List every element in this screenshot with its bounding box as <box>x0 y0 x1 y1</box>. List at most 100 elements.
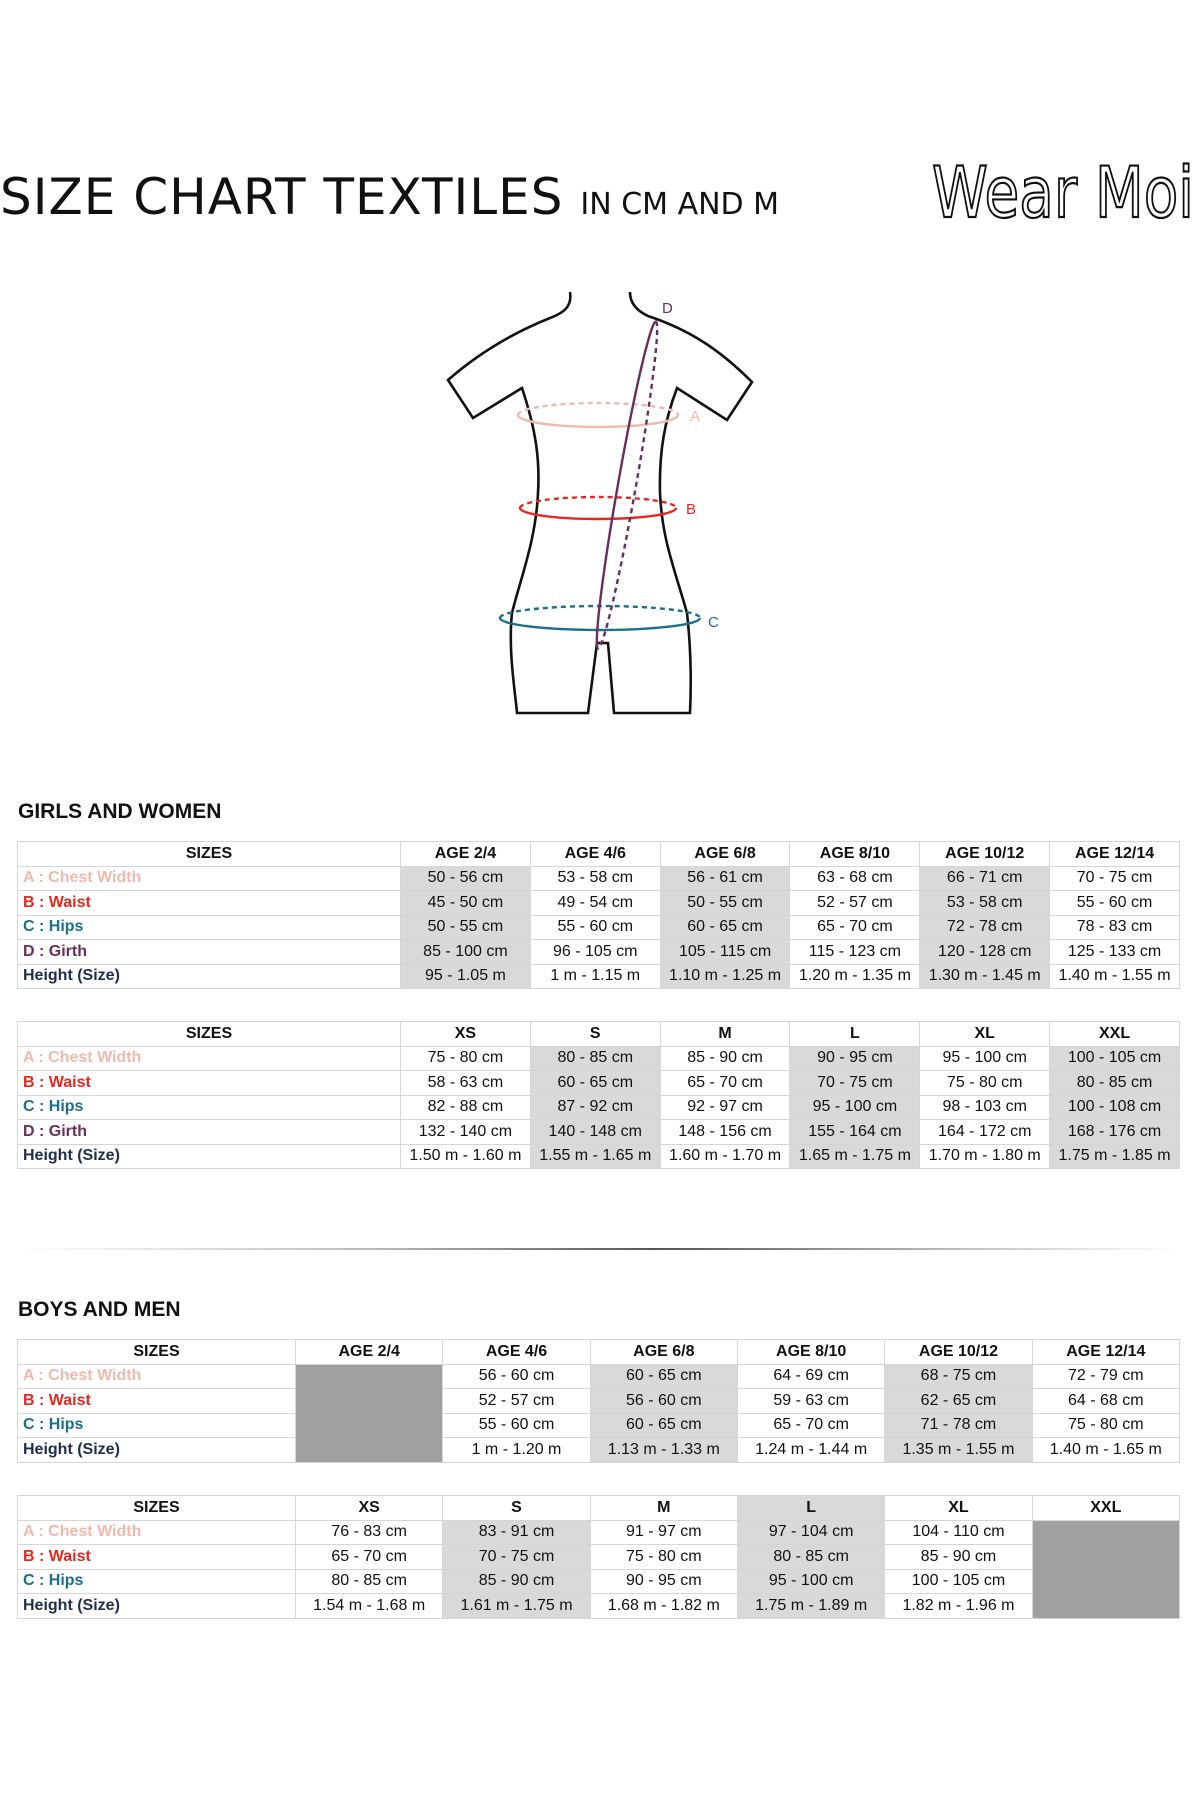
measurement-cell: 72 - 78 cm <box>919 914 1051 940</box>
table-row-girth: D : Girth 85 - 100 cm 96 - 105 cm 105 - 115… <box>17 939 1180 965</box>
table-row-height: Height (Size) 1 m - 1.20 m 1.13 m - 1.33 m… <box>17 1437 1180 1463</box>
boys-age-size-table: SIZES AGE 2/4 AGE 4/6 AGE 6/8 AGE 8/10 AGE 10… <box>17 1339 1180 1463</box>
measurement-cell: 65 - 70 cm <box>294 1544 444 1570</box>
column-header: SIZES <box>17 1495 296 1521</box>
header-row: SIZES AGE 2/4 AGE 4/6 AGE 6/8 AGE 8/10 AGE 10… <box>17 841 1180 867</box>
table-row-waist: B : Waist 45 - 50 cm 49 - 54 cm 50 - 55 cm 5… <box>17 890 1180 916</box>
measurement-cell: 96 - 105 cm <box>529 939 661 965</box>
section-heading-boys-men: BOYS AND MEN <box>18 1298 181 1321</box>
measurement-cell: 80 - 85 cm <box>529 1045 661 1071</box>
measurement-cell: 1.75 m - 1.85 m <box>1049 1143 1180 1169</box>
row-label: A : Chest Width <box>17 1363 296 1389</box>
measurement-cell: 1 m - 1.20 m <box>442 1437 591 1463</box>
measurement-cell: 49 - 54 cm <box>529 890 661 916</box>
measurement-cell: 1.82 m - 1.96 m <box>884 1593 1033 1619</box>
measurement-cell: 1.50 m - 1.60 m <box>400 1143 531 1169</box>
measurement-cell: 85 - 90 cm <box>442 1568 591 1594</box>
measurement-cell: 62 - 65 cm <box>884 1388 1033 1414</box>
measurement-cell: 100 - 108 cm <box>1049 1094 1180 1120</box>
measurement-cell: 68 - 75 cm <box>884 1363 1033 1389</box>
table-row-hips: C : Hips 50 - 55 cm 55 - 60 cm 60 - 65 cm 65… <box>17 914 1180 940</box>
table-row-girth: D : Girth 132 - 140 cm 140 - 148 cm 148 - 1… <box>17 1119 1180 1145</box>
measurement-cell: 1.75 m - 1.89 m <box>736 1593 886 1619</box>
measurement-cell: 85 - 90 cm <box>659 1045 791 1071</box>
row-label: C : Hips <box>17 1412 296 1438</box>
measurement-cell: 115 - 123 cm <box>789 939 921 965</box>
label-a: A <box>690 408 700 425</box>
measurement-cell: 1.61 m - 1.75 m <box>442 1593 591 1619</box>
measurement-cell: 75 - 80 cm <box>1031 1412 1180 1438</box>
measurement-cell: 56 - 61 cm <box>659 865 791 891</box>
column-header: XL <box>884 1495 1033 1521</box>
table-row-chest: A : Chest Width 56 - 60 cm 60 - 65 cm 64 - … <box>17 1363 1180 1463</box>
column-header: AGE 4/6 <box>529 841 661 867</box>
measurement-cell: 168 - 176 cm <box>1049 1119 1180 1145</box>
column-header: AGE 8/10 <box>736 1339 886 1365</box>
measurement-cell: 56 - 60 cm <box>589 1388 738 1414</box>
column-header: AGE 10/12 <box>919 841 1051 867</box>
svg-text:Wear Moi: Wear Moi <box>932 152 1194 234</box>
column-header: AGE 8/10 <box>789 841 921 867</box>
column-header: SIZES <box>17 841 401 867</box>
column-header: L <box>789 1021 921 1047</box>
measurement-cell: 1.35 m - 1.55 m <box>884 1437 1033 1463</box>
measurement-cell: 1.40 m - 1.65 m <box>1031 1437 1180 1463</box>
table-row-height: Height (Size) 1.50 m - 1.60 m 1.55 m - 1.6… <box>17 1143 1180 1169</box>
measurement-cell: 97 - 104 cm <box>736 1519 886 1545</box>
row-label: C : Hips <box>17 914 401 940</box>
measurement-cell: 59 - 63 cm <box>736 1388 886 1414</box>
table-row-waist: B : Waist 65 - 70 cm 70 - 75 cm 75 - 80 cm 8… <box>17 1544 1180 1570</box>
measurement-cell: 85 - 90 cm <box>884 1544 1033 1570</box>
measurement-cell: 90 - 95 cm <box>589 1568 738 1594</box>
measurement-cell: 52 - 57 cm <box>789 890 921 916</box>
table-row-chest: A : Chest Width 76 - 83 cm 83 - 91 cm 91 - … <box>17 1519 1180 1619</box>
row-label: A : Chest Width <box>17 1045 401 1071</box>
title-main: SIZE CHART TEXTILES <box>0 168 564 226</box>
table-row-hips: C : Hips 80 - 85 cm 85 - 90 cm 90 - 95 cm 95… <box>17 1568 1180 1594</box>
row-label: Height (Size) <box>17 1143 401 1169</box>
measurement-cell: 95 - 100 cm <box>789 1094 921 1120</box>
measurement-cell: 50 - 55 cm <box>400 914 531 940</box>
column-header: AGE 6/8 <box>589 1339 738 1365</box>
measurement-cell: 55 - 60 cm <box>529 914 661 940</box>
measurement-cell: 95 - 100 cm <box>736 1568 886 1594</box>
column-header: AGE 2/4 <box>294 1339 444 1365</box>
measurement-cell: 70 - 75 cm <box>1049 865 1180 891</box>
measurement-cell: 95 - 1.05 m <box>400 963 531 989</box>
measurement-cell: 1.30 m - 1.45 m <box>919 963 1051 989</box>
column-header: AGE 2/4 <box>400 841 531 867</box>
measurement-cell: 50 - 55 cm <box>659 890 791 916</box>
measurement-cell: 92 - 97 cm <box>659 1094 791 1120</box>
measurement-cell: 100 - 105 cm <box>884 1568 1033 1594</box>
column-header: XS <box>400 1021 531 1047</box>
label-b: B <box>686 501 696 518</box>
column-header: XXL <box>1031 1495 1180 1521</box>
measurement-cell: 80 - 85 cm <box>1049 1070 1180 1096</box>
girls-age-size-table: SIZES AGE 2/4 AGE 4/6 AGE 6/8 AGE 8/10 AGE 10… <box>17 841 1180 989</box>
measurement-cell: 125 - 133 cm <box>1049 939 1180 965</box>
section-divider <box>20 1248 1180 1250</box>
measurement-cell: 155 - 164 cm <box>789 1119 921 1145</box>
label-d: D <box>662 300 673 317</box>
measurement-cell: 55 - 60 cm <box>442 1412 591 1438</box>
row-label: Height (Size) <box>17 963 401 989</box>
unavailable-cell <box>1031 1519 1180 1619</box>
row-label: B : Waist <box>17 890 401 916</box>
measurement-cell: 105 - 115 cm <box>659 939 791 965</box>
measurement-cell: 75 - 80 cm <box>589 1544 738 1570</box>
column-header: M <box>659 1021 791 1047</box>
measurement-cell: 1.70 m - 1.80 m <box>919 1143 1051 1169</box>
measurement-cell: 60 - 65 cm <box>529 1070 661 1096</box>
measurement-cell: 56 - 60 cm <box>442 1363 591 1389</box>
row-label: A : Chest Width <box>17 865 401 891</box>
measurement-cell: 164 - 172 cm <box>919 1119 1051 1145</box>
measurement-cell: 98 - 103 cm <box>919 1094 1051 1120</box>
measurement-cell: 80 - 85 cm <box>736 1544 886 1570</box>
body-measurement-diagram: A B C D <box>446 291 754 715</box>
column-header: AGE 12/14 <box>1049 841 1180 867</box>
measurement-cell: 75 - 80 cm <box>919 1070 1051 1096</box>
column-header: M <box>589 1495 738 1521</box>
column-header: AGE 12/14 <box>1031 1339 1180 1365</box>
measurement-cell: 80 - 85 cm <box>294 1568 444 1594</box>
